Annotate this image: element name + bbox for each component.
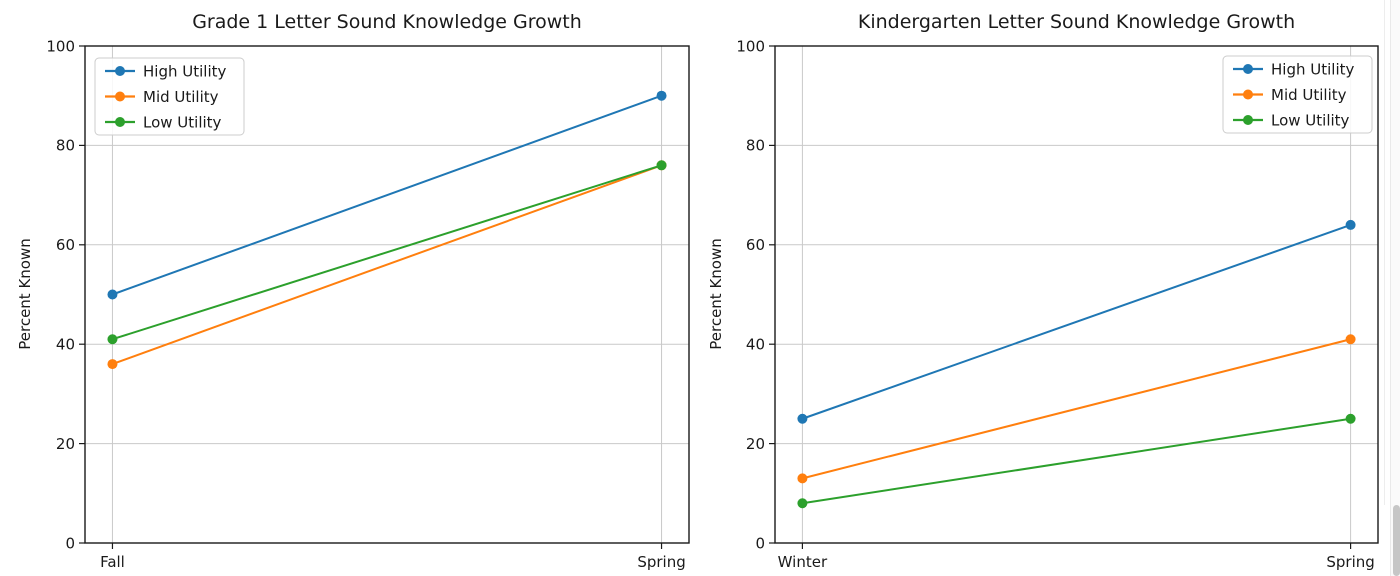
series-line xyxy=(802,417,1351,505)
content-edge-divider xyxy=(1384,0,1385,505)
y-tick-label: 40 xyxy=(56,335,75,353)
legend-marker xyxy=(1243,64,1253,74)
legend-label: High Utility xyxy=(1271,60,1354,78)
y-tick-label: 80 xyxy=(56,137,75,155)
data-point-marker xyxy=(797,498,808,509)
data-point-marker xyxy=(1345,413,1356,424)
chart-title-kindergarten: Kindergarten Letter Sound Knowledge Grow… xyxy=(857,11,1296,33)
legend-marker xyxy=(1243,115,1253,125)
legend-entry: Mid Utility xyxy=(105,88,219,106)
axes-spines xyxy=(774,45,1379,544)
y-tick-label: 40 xyxy=(746,335,765,353)
axes-spines xyxy=(84,45,690,544)
chart-title-grade1: Grade 1 Letter Sound Knowledge Growth xyxy=(192,11,582,33)
series-mid-utility xyxy=(107,160,667,370)
data-point-marker xyxy=(107,359,118,370)
legend-label: Low Utility xyxy=(1271,111,1350,129)
y-tick-label: 60 xyxy=(56,236,75,254)
legend-box xyxy=(1222,55,1373,134)
legend-entry: Mid Utility xyxy=(1233,86,1347,104)
y-axis-label-grade1: Percent Known xyxy=(16,238,34,350)
data-point-marker xyxy=(1345,219,1356,230)
series-line xyxy=(112,164,662,341)
legend-entry: High Utility xyxy=(105,62,226,80)
series-line xyxy=(112,164,662,366)
legend-marker xyxy=(1243,89,1253,100)
series-high-utility xyxy=(797,219,1356,424)
series-line xyxy=(802,223,1351,420)
grid-lines xyxy=(775,46,1378,543)
data-point-marker xyxy=(797,473,808,484)
y-axis-label-kindergarten: Percent Known xyxy=(707,238,725,350)
data-point-marker xyxy=(656,160,667,171)
data-point-marker xyxy=(107,334,118,345)
y-tick-label: 20 xyxy=(56,435,75,453)
legend: High Utility Mid Utility Low Utility xyxy=(1222,55,1373,134)
y-tick-label: 20 xyxy=(746,435,765,453)
x-tick-label: Spring xyxy=(1326,553,1374,571)
series-low-utility xyxy=(797,413,1356,509)
scrollbar-thumb[interactable] xyxy=(1393,505,1400,576)
x-tick-label: Fall xyxy=(100,553,125,571)
y-tick-label: 0 xyxy=(755,534,765,552)
data-point-marker xyxy=(656,90,667,101)
scrollbar-track[interactable] xyxy=(1390,0,1400,576)
series-high-utility xyxy=(107,90,667,300)
y-tick-label: 100 xyxy=(46,37,75,55)
data-point-marker xyxy=(1345,334,1356,345)
series-mid-utility xyxy=(797,334,1356,484)
series-line xyxy=(802,338,1351,480)
data-point-marker xyxy=(797,413,808,424)
y-tick-label: 0 xyxy=(65,534,75,552)
legend-entry: Low Utility xyxy=(1233,111,1350,129)
legend-entry: Low Utility xyxy=(105,113,222,131)
legend-marker xyxy=(115,66,125,76)
data-point-marker xyxy=(107,289,118,300)
subplot-1: 0 20 40 60 80 100 Winter Spring High Utility Mid … xyxy=(736,37,1379,571)
legend-label: Low Utility xyxy=(143,113,222,131)
legend-marker xyxy=(115,91,125,102)
legend: High Utility Mid Utility Low Utility xyxy=(94,57,245,136)
legend-marker xyxy=(115,117,125,127)
subplot-0: 0 20 40 60 80 100 Fall Spring High Utility Mid Ut… xyxy=(46,37,690,571)
y-tick-label: 60 xyxy=(746,236,765,254)
x-tick-label: Winter xyxy=(778,553,828,571)
legend-label: High Utility xyxy=(143,62,226,80)
legend-entry: High Utility xyxy=(1233,60,1354,78)
y-tick-label: 100 xyxy=(736,37,765,55)
series-low-utility xyxy=(107,160,667,345)
legend-label: Mid Utility xyxy=(1271,86,1347,104)
legend-box xyxy=(94,57,245,136)
series-line xyxy=(112,94,662,296)
x-tick-label: Spring xyxy=(637,553,685,571)
legend-label: Mid Utility xyxy=(143,88,219,106)
y-tick-label: 80 xyxy=(746,137,765,155)
